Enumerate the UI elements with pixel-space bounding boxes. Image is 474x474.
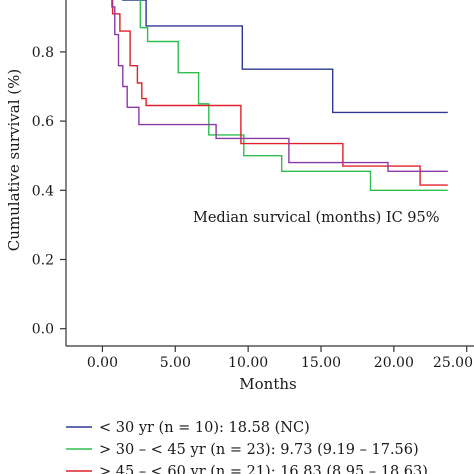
series-line-2 (139, 0, 448, 192)
legend: < 30 yr (n = 10): 18.58 (NC) > 30 – < 45 … (66, 420, 428, 474)
x-tick-label: 5.00 (160, 355, 191, 371)
y-tick-label: 0.2 (32, 253, 54, 269)
series-line-4 (111, 0, 448, 173)
y-ticks: 0.0 0.2 0.4 0.6 0.8 (32, 45, 66, 338)
y-axis-title: Cumulative survival (%) (5, 69, 23, 251)
y-tick-label: 0.8 (32, 45, 54, 61)
legend-entry: > 30 – < 45 yr (n = 23): 9.73 (9.19 – 17… (99, 442, 419, 458)
x-ticks: 0.00 5.00 10.00 15.00 20.00 25.00 (87, 346, 473, 371)
x-axis-title: Months (239, 375, 296, 393)
legend-entry: < 30 yr (n = 10): 18.58 (NC) (99, 420, 310, 436)
y-tick-label: 0.6 (32, 114, 54, 130)
series-line-3 (111, 0, 448, 186)
legend-entry: > 45 – < 60 yr (n = 21): 16.83 (8.95 – 1… (99, 464, 428, 474)
y-tick-label: 0.4 (32, 183, 54, 199)
series-lines (111, 0, 448, 192)
y-tick-label: 0.0 (32, 322, 54, 338)
x-tick-label: 10.00 (228, 355, 268, 371)
series-line-1 (122, 0, 448, 114)
x-tick-label: 20.00 (374, 355, 414, 371)
median-survival-annotation: Median survical (months) IC 95% (193, 210, 440, 226)
x-tick-label: 0.00 (87, 355, 118, 371)
x-tick-label: 15.00 (301, 355, 341, 371)
x-tick-label: 25.00 (433, 355, 473, 371)
axes (65, 0, 474, 347)
